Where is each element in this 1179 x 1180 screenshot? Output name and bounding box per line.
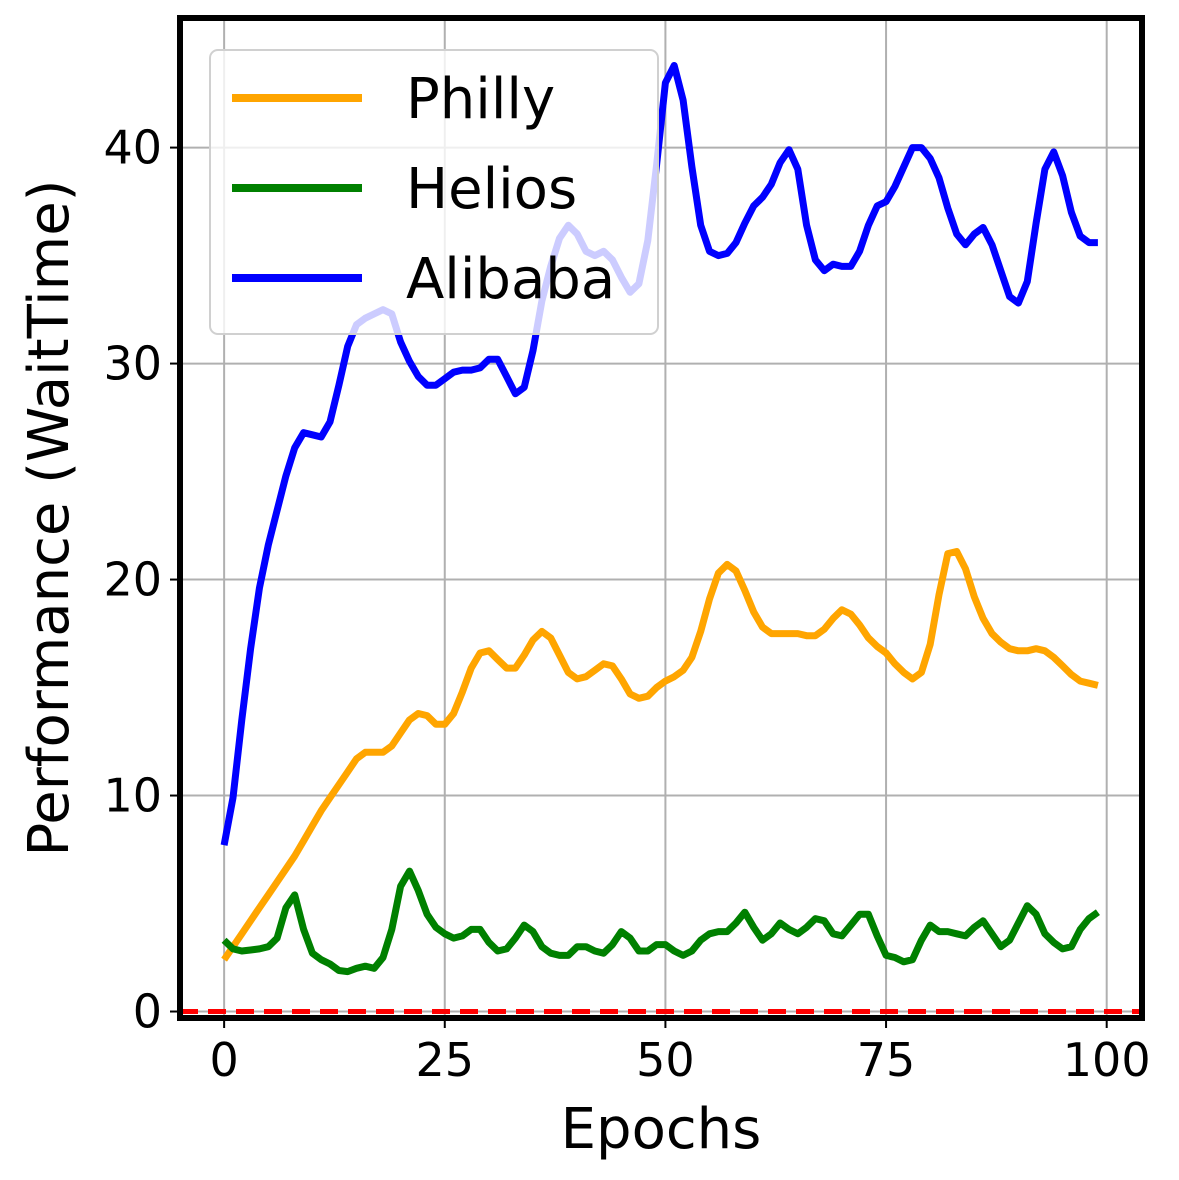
x-axis-ticks: 0 25 50 75 100 bbox=[209, 1018, 1151, 1087]
legend-label: Helios bbox=[406, 157, 577, 222]
x-tick-label: 100 bbox=[1063, 1033, 1151, 1087]
y-axis-label: Performance (WaitTime) bbox=[17, 179, 82, 856]
plot-frame bbox=[177, 15, 1145, 1021]
y-tick-label: 10 bbox=[103, 769, 162, 823]
y-tick-label: 30 bbox=[103, 337, 162, 391]
legend-label: Alibaba bbox=[406, 247, 615, 312]
legend-box bbox=[209, 49, 659, 335]
y-tick-label: 20 bbox=[103, 553, 162, 607]
x-tick-label: 50 bbox=[636, 1033, 695, 1087]
series-line-helios bbox=[221, 867, 1100, 976]
legend-label: Philly bbox=[406, 67, 555, 132]
y-tick-label: 40 bbox=[103, 121, 162, 175]
x-tick-label: 25 bbox=[415, 1033, 474, 1087]
series-line-philly bbox=[221, 548, 1099, 962]
y-tick-label: 0 bbox=[133, 985, 162, 1039]
x-tick-label: 0 bbox=[209, 1033, 238, 1087]
x-axis-label: Epochs bbox=[561, 1097, 762, 1162]
y-axis-ticks: 0 10 20 30 40 bbox=[103, 121, 180, 1039]
legend: Philly Helios Alibaba bbox=[209, 49, 659, 335]
x-tick-label: 75 bbox=[857, 1033, 916, 1087]
